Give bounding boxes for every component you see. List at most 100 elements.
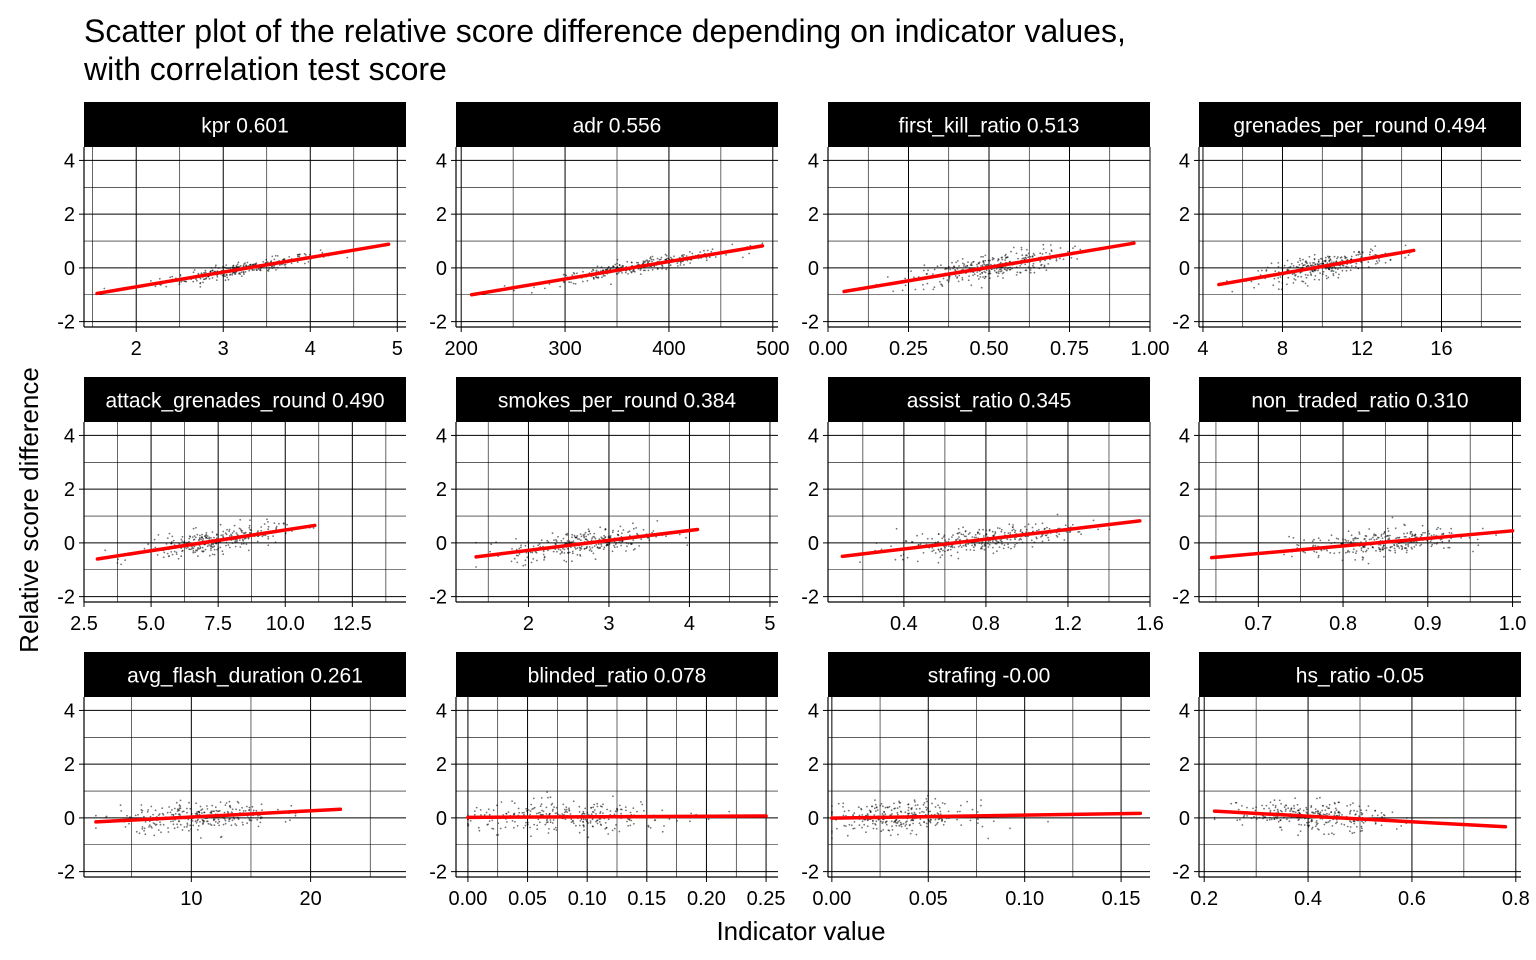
data-point bbox=[242, 271, 245, 274]
data-point bbox=[925, 809, 928, 811]
data-point bbox=[225, 264, 228, 266]
data-point bbox=[596, 819, 598, 822]
data-point bbox=[1411, 548, 1413, 550]
data-point bbox=[873, 807, 876, 810]
data-point bbox=[275, 527, 278, 529]
data-point bbox=[613, 544, 615, 547]
data-point bbox=[1281, 266, 1284, 269]
data-point bbox=[186, 826, 188, 828]
data-point bbox=[248, 817, 250, 819]
data-point bbox=[947, 545, 950, 547]
data-point bbox=[225, 533, 228, 536]
data-point bbox=[1304, 261, 1307, 263]
data-point bbox=[647, 269, 650, 272]
data-point bbox=[168, 555, 171, 557]
data-point bbox=[578, 824, 581, 827]
data-point bbox=[152, 813, 155, 816]
data-point bbox=[578, 538, 581, 540]
data-point bbox=[550, 803, 553, 806]
data-point bbox=[559, 553, 562, 555]
data-point bbox=[600, 545, 603, 547]
facet-strip bbox=[84, 377, 406, 422]
data-point bbox=[251, 805, 254, 808]
y-tick-label: -2 bbox=[1172, 587, 1190, 609]
data-point bbox=[907, 803, 909, 806]
data-point bbox=[676, 262, 679, 265]
data-point bbox=[616, 262, 618, 265]
x-tick-label: 0.25 bbox=[889, 338, 928, 360]
data-point bbox=[536, 824, 539, 827]
y-tick-label: 2 bbox=[436, 479, 447, 501]
data-point bbox=[1439, 538, 1442, 541]
x-tick-label: 0.9 bbox=[1414, 613, 1442, 635]
data-point bbox=[1315, 821, 1318, 824]
data-point bbox=[119, 804, 122, 807]
data-point bbox=[260, 803, 263, 806]
data-point bbox=[242, 823, 244, 826]
data-point bbox=[1287, 807, 1290, 810]
data-point bbox=[128, 822, 130, 825]
data-point bbox=[144, 833, 147, 836]
data-point bbox=[532, 558, 535, 560]
data-point bbox=[661, 809, 664, 812]
data-point bbox=[576, 553, 579, 556]
data-point bbox=[234, 545, 237, 548]
data-point bbox=[1468, 536, 1471, 539]
data-point bbox=[180, 280, 183, 283]
data-point bbox=[1314, 263, 1317, 265]
x-tick-label: 20 bbox=[299, 888, 321, 910]
data-point bbox=[177, 813, 180, 816]
data-point bbox=[141, 826, 144, 828]
data-point bbox=[491, 819, 494, 822]
data-point bbox=[1273, 799, 1276, 802]
data-point bbox=[1353, 537, 1356, 540]
data-point bbox=[120, 563, 122, 566]
data-point bbox=[566, 532, 569, 535]
data-point bbox=[259, 817, 262, 820]
data-point bbox=[161, 807, 164, 810]
data-point bbox=[144, 821, 147, 823]
data-point bbox=[197, 539, 200, 542]
data-point bbox=[1403, 532, 1405, 535]
data-point bbox=[913, 811, 916, 814]
data-point bbox=[1329, 819, 1331, 822]
data-point bbox=[467, 823, 469, 826]
data-point bbox=[620, 266, 623, 269]
data-point bbox=[603, 546, 606, 549]
data-point bbox=[197, 818, 199, 821]
data-point bbox=[266, 269, 269, 272]
data-point bbox=[1298, 809, 1300, 812]
data-point bbox=[170, 551, 173, 553]
data-point bbox=[990, 263, 992, 266]
data-point bbox=[578, 811, 581, 813]
data-point bbox=[188, 535, 191, 537]
data-point bbox=[210, 549, 212, 552]
data-point bbox=[995, 268, 998, 270]
data-point bbox=[1269, 809, 1272, 812]
data-point bbox=[590, 807, 592, 809]
data-point bbox=[274, 254, 277, 257]
data-point bbox=[916, 534, 918, 537]
y-tick-label: -2 bbox=[801, 587, 819, 609]
data-point bbox=[953, 265, 955, 268]
data-point bbox=[923, 264, 926, 267]
x-tick-label: 2 bbox=[523, 613, 534, 635]
data-point bbox=[1363, 546, 1366, 549]
data-point bbox=[1263, 816, 1266, 819]
data-point bbox=[896, 822, 899, 825]
data-point bbox=[987, 837, 990, 840]
data-point bbox=[177, 557, 180, 560]
regression-line bbox=[95, 523, 317, 561]
data-point bbox=[525, 807, 528, 810]
data-point bbox=[1018, 539, 1021, 541]
data-point bbox=[631, 270, 634, 272]
data-point bbox=[613, 813, 616, 816]
data-point bbox=[538, 821, 541, 824]
data-point bbox=[1385, 547, 1388, 549]
data-point bbox=[982, 261, 985, 264]
data-point bbox=[244, 271, 247, 273]
data-point bbox=[157, 829, 160, 831]
data-point bbox=[1376, 262, 1379, 264]
x-tick-label: 0.10 bbox=[568, 888, 607, 910]
